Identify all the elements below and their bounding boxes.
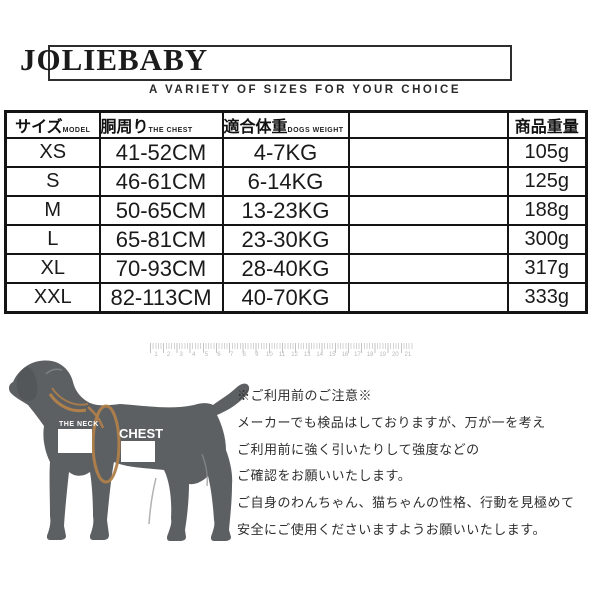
- ruler-number: 20: [391, 352, 399, 358]
- table-cell-extra: [347, 166, 509, 197]
- table-cell-extra: [347, 282, 509, 314]
- table-cell-pweight: 188g: [506, 195, 588, 226]
- table-cell-size: S: [4, 166, 101, 197]
- brand-logo-text: JOLIEBABY: [20, 42, 209, 77]
- table-cell-size: XL: [4, 253, 101, 284]
- chest-girth-ellipse: [91, 404, 121, 484]
- ruler-numbers: 1 2 3 4 5 6 7 8 9 10 11 12 13 14 15 16 17 18 19 20 21: [150, 352, 414, 358]
- dog-highlight-lines: [45, 368, 208, 525]
- chest-measure-box: [121, 441, 155, 462]
- table-cell-size: XXL: [4, 282, 101, 314]
- table-cell-chest: 65-81CM: [98, 224, 224, 255]
- neck-measure-box: [58, 429, 92, 453]
- table-cell-weight: 28-40KG: [221, 253, 350, 284]
- usage-notes: ※ご利用前のご注意※ メーカーでも検品はしておりますが、万が一を考え ご利用前に強く…: [237, 383, 593, 544]
- ruler-number: 18: [366, 352, 374, 358]
- brand-border-box: [48, 45, 512, 81]
- table-cell-chest: 50-65CM: [98, 195, 224, 226]
- ruler-number: 13: [303, 352, 311, 358]
- ruler-number: 15: [328, 352, 336, 358]
- tagline-text: A VARIETY OF SIZES FOR YOUR CHOICE: [148, 84, 462, 96]
- neck-strap-line-2: [51, 387, 89, 406]
- table-row: XS 41-52CM 4-7KG 105g: [4, 137, 588, 168]
- column-header-2: 適合体重DOGS WEIGHT: [221, 110, 350, 139]
- column-header-jp: 適合体重: [223, 119, 288, 136]
- ruler-number: 19: [379, 352, 387, 358]
- table-cell-extra: [347, 137, 509, 168]
- table-cell-weight: 23-30KG: [221, 224, 350, 255]
- column-header-en: DOGS WEIGHT: [287, 127, 344, 134]
- chest-label: CHEST: [119, 426, 163, 441]
- ruler-number: 17: [354, 352, 361, 358]
- ruler-number: 14: [316, 352, 324, 358]
- table-cell-size: M: [4, 195, 101, 226]
- size-table-body: XS 41-52CM 4-7KG 105g S 46-61CM 6-14KG 125g M 50-…: [4, 137, 588, 314]
- column-header-en: MODEL: [62, 127, 91, 134]
- column-header-jp: 胴周り: [100, 119, 149, 136]
- note-line: 安全にご使用くださいますようお願いいたします。: [237, 521, 546, 537]
- table-cell-extra: [347, 253, 509, 284]
- table-cell-size: XS: [4, 137, 101, 168]
- neck-label: THE NECK: [59, 421, 99, 428]
- table-cell-weight: 40-70KG: [221, 282, 350, 314]
- table-cell-pweight: 105g: [506, 137, 588, 168]
- table-cell-pweight: 333g: [506, 282, 588, 314]
- ruler-ticks-big: [150, 343, 414, 353]
- table-cell-size: L: [4, 224, 101, 255]
- ruler-number: 7: [229, 352, 234, 358]
- table-cell-pweight: 300g: [506, 224, 588, 255]
- table-cell-extra: [347, 224, 509, 255]
- ruler-number: 21: [404, 352, 412, 358]
- ruler-number: 2: [166, 352, 171, 358]
- dog-silhouette-icon: THE NECK CHEST: [9, 360, 250, 541]
- ruler-number: 6: [217, 352, 221, 358]
- ruler-number: 4: [192, 352, 196, 358]
- column-header-1: 胴周りTHE CHEST: [98, 110, 224, 139]
- column-header-4: 商品重量: [506, 110, 588, 139]
- ruler-number: 10: [266, 352, 273, 358]
- note-line: ご確認をお願いいたします。: [237, 468, 412, 484]
- ruler-number: 3: [179, 352, 183, 358]
- ruler-number: 8: [242, 352, 246, 358]
- column-header-3: [347, 110, 509, 139]
- table-cell-chest: 46-61CM: [98, 166, 224, 197]
- size-table: サイズMODEL 胴周りTHE CHEST 適合体重DOGS WEIGHT 商品重量 …: [4, 110, 588, 314]
- column-header-jp: サイズ: [15, 119, 63, 136]
- table-row: M 50-65CM 13-23KG 188g: [4, 195, 588, 226]
- note-line: メーカーでも検品はしておりますが、万が一を考え: [237, 414, 546, 430]
- column-header-0: サイズMODEL: [4, 110, 101, 139]
- size-table-header-row: サイズMODEL 胴周りTHE CHEST 適合体重DOGS WEIGHT 商品重量: [4, 110, 588, 139]
- ruler-number: 12: [291, 352, 298, 358]
- dog-ear-shape: [16, 367, 38, 401]
- note-line: ご利用前に強く引いたりして強度などの: [237, 441, 480, 457]
- column-header-en: THE CHEST: [148, 127, 193, 134]
- table-cell-weight: 4-7KG: [221, 137, 350, 168]
- table-cell-weight: 13-23KG: [221, 195, 350, 226]
- ruler-number: 11: [278, 352, 286, 358]
- note-line: ご自身のわんちゃん、猫ちゃんの性格、行動を見極めて: [237, 495, 575, 511]
- table-cell-pweight: 317g: [506, 253, 588, 284]
- table-cell-pweight: 125g: [506, 166, 588, 197]
- ruler-graphic: 1 2 3 4 5 6 7 8 9 10 11 12 13 14 15 16 17 18 19 20 21: [150, 343, 414, 361]
- ruler-number: 1: [154, 352, 158, 358]
- table-cell-chest: 70-93CM: [98, 253, 224, 284]
- dog-measurement-diagram: THE NECK CHEST: [6, 358, 306, 548]
- neck-strap-line: [48, 393, 87, 413]
- ruler-number: 9: [255, 352, 259, 358]
- table-cell-extra: [347, 195, 509, 226]
- table-cell-chest: 82-113CM: [98, 282, 224, 314]
- table-row: L 65-81CM 23-30KG 300g: [4, 224, 588, 255]
- table-cell-weight: 6-14KG: [221, 166, 350, 197]
- table-row: S 46-61CM 6-14KG 125g: [4, 166, 588, 197]
- table-row: XXL 82-113CM 40-70KG 333g: [4, 282, 588, 314]
- table-row: XL 70-93CM 28-40KG 317g: [4, 253, 588, 284]
- column-header-jp: 商品重量: [514, 119, 579, 136]
- table-cell-chest: 41-52CM: [98, 137, 224, 168]
- note-line: ※ご利用前のご注意※: [237, 388, 373, 403]
- ruler-number: 16: [341, 352, 349, 358]
- ruler-number: 5: [204, 352, 209, 358]
